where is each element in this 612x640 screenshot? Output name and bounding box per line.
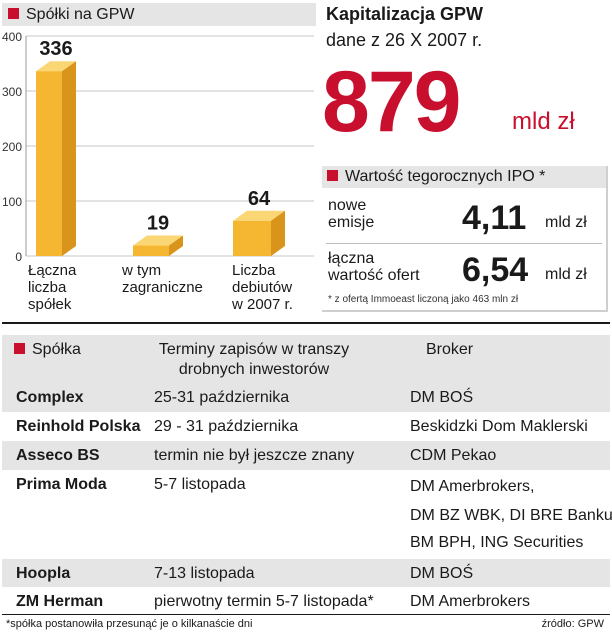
table-header: Spółka Terminy zapisów w transzy drobnych… [2,335,610,383]
red-square-icon [14,343,25,354]
broker-name: BM BPH, ING Securities [410,534,584,551]
capitalization-title: Kapitalizacja GPW [326,4,484,24]
ipo-label-line: łączna [328,250,375,267]
company-name: Hoopla [16,565,71,582]
bar-side [169,235,183,256]
category-label-line: liczba [28,279,67,296]
y-tick-label: 100 [2,195,22,209]
bar [133,245,169,256]
ipo-box: Wartość tegorocznych IPO * nowe emisje 4,… [322,166,608,312]
table-bottom-rule [2,614,610,615]
table-row: Reinhold Polska 29 - 31 października Bes… [2,412,610,441]
ipo-label-line: nowe [328,197,367,214]
category-label: w tym zagraniczne [122,262,203,296]
ipo-note: * z ofertą Immoeast liczoną jako 463 mln… [328,294,519,305]
subscription-terms: 29 - 31 października [154,418,299,435]
subscription-terms: pierwotny termin 5-7 listopada* [154,593,374,610]
header-terms-line: drobnych inwestorów [178,361,330,378]
category-label-line: w 2007 r. [232,296,293,313]
broker-name: DM Amerbrokers, [410,478,535,495]
category-label: Łączna liczba spółek [28,262,76,313]
header-terms: Terminy zapisów w transzy drobnych inwest… [144,340,364,380]
bar-top [233,210,285,221]
table-footnote: *spółka postanowiła przesunąć je o kilka… [6,618,253,630]
category-label-line: Łączna [28,262,77,279]
table-top-rule [2,322,610,324]
subscription-terms: 5-7 listopada [154,476,246,493]
table-row: Asseco BS termin nie był jeszcze znany C… [2,441,610,470]
capitalization-value: 879 [322,54,461,150]
ipo-title: Wartość tegorocznych IPO [345,168,535,185]
bar-top [36,61,76,72]
broker-name: CDM Pekao [410,447,497,464]
subscription-terms: 25-31 października [154,389,290,406]
broker-name: DM BZ WBK, DI BRE Banku, [410,507,612,524]
subscription-terms: termin nie był jeszcze znany [154,447,355,464]
y-tick-label: 400 [2,30,22,44]
company-name: ZM Herman [16,593,104,610]
chart-title: Spółki na GPW [26,6,135,23]
ipo-label-new-issues: nowe emisje [328,197,374,231]
y-tick-label: 200 [2,140,22,154]
bar [36,71,62,256]
category-label-line: debiutów [232,279,293,296]
y-tick-label: 300 [2,85,22,99]
capitalization-unit: mld zł [512,108,575,135]
bar-top [133,235,183,246]
bar-value-label: 64 [248,188,271,210]
subscription-terms: 7-13 listopada [154,565,255,582]
broker-name: DM BOŚ [410,565,474,582]
category-label: Liczba debiutów w 2007 r. [232,262,293,313]
table-row: ZM Herman pierwotny termin 5-7 listopada… [2,587,610,614]
chart-heading: Spółki na GPW [2,3,316,26]
company-name: Reinhold Polska [16,418,141,435]
ipo-total-value: 6,54 [462,251,529,289]
company-name: Complex [16,389,84,406]
category-label-line: Liczba [232,262,276,279]
ipo-total-unit: mld zł [545,266,587,283]
broker-name: DM Amerbrokers [410,593,531,610]
ipo-heading: Wartość tegorocznych IPO * [322,166,606,188]
category-label-line: spółek [28,296,72,313]
bar-chart: 400 300 200 100 0 336 19 64 [2,30,314,264]
header-terms-line: Terminy zapisów w transzy [158,341,350,358]
header-broker: Broker [426,341,474,358]
bar-side [271,210,285,256]
ipo-title-mark: * [539,168,546,185]
company-name: Prima Moda [16,476,107,493]
category-label-line: w tym [122,262,162,279]
category-label-line: zagraniczne [122,279,203,296]
bar-side [62,61,76,257]
table-row: Prima Moda 5-7 listopada DM Amerbrokers,… [2,470,612,559]
table-row: Hoopla 7-13 listopada DM BOŚ [2,559,610,587]
bar [233,220,271,256]
broker-name: DM BOŚ [410,389,474,406]
bar-value-label: 19 [147,213,169,235]
header-company-label: Spółka [32,341,81,358]
ipo-label-line: emisje [328,214,375,231]
ipo-new-issues-value: 4,11 [462,199,527,237]
y-tick-label: 0 [15,250,22,264]
company-name: Asseco BS [16,447,100,464]
capitalization-subtitle: dane z 26 X 2007 r. [326,30,483,50]
table-row: Complex 25-31 października DM BOŚ [2,383,610,412]
source-note: źródło: GPW [541,618,604,630]
ipo-label-line: wartość ofert [328,267,420,284]
header-company: Spółka [14,340,81,360]
broker-name: Beskidzki Dom Maklerski [410,418,588,435]
ipo-label-total: łączna wartość ofert [328,250,420,284]
bar-value-label: 336 [39,38,72,60]
red-square-icon [8,8,19,19]
ipo-new-issues-unit: mld zł [545,214,587,231]
red-square-icon [327,170,338,181]
ipo-divider [326,243,602,244]
